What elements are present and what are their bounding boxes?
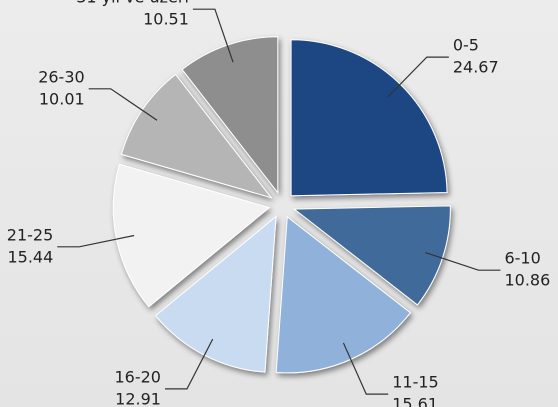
slice-label: 16-20 bbox=[114, 367, 161, 386]
slice-value: 15.44 bbox=[7, 247, 53, 266]
leader-line bbox=[425, 251, 501, 271]
slice-label: 11-15 bbox=[392, 373, 439, 392]
leader-line bbox=[192, 8, 234, 63]
leader-line bbox=[88, 88, 158, 121]
slice-value: 15.61 bbox=[392, 395, 438, 407]
leader-line bbox=[57, 234, 135, 248]
slice-label: 31 yıl ve üzeri bbox=[76, 0, 189, 7]
slice-label: 26-30 bbox=[38, 67, 85, 86]
slice-value: 12.91 bbox=[115, 389, 161, 407]
slice-value: 10.51 bbox=[143, 10, 189, 29]
slice-label: 6-10 bbox=[504, 249, 540, 268]
slice-label: 0-5 bbox=[453, 36, 479, 55]
slice-value: 10.01 bbox=[39, 89, 85, 108]
leader-line bbox=[342, 342, 389, 395]
slice-value: 24.67 bbox=[453, 58, 499, 77]
leader-line bbox=[387, 56, 449, 98]
slice-label: 21-25 bbox=[7, 225, 54, 244]
slice-value: 10.86 bbox=[504, 271, 550, 290]
leader-line bbox=[164, 338, 214, 390]
